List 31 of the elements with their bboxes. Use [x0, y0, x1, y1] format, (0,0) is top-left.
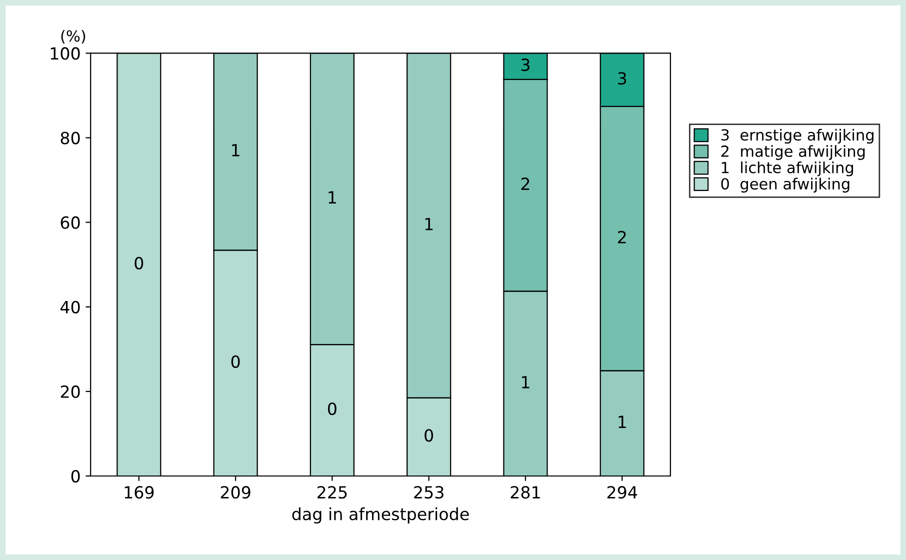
x-tick-label: 253 — [414, 486, 444, 499]
x-tick-label: 225 — [318, 486, 347, 499]
y-tick-label: 0 — [71, 470, 80, 483]
annotation: 3 — [618, 72, 626, 85]
legend-label: 0 geen afwijking — [721, 178, 850, 193]
y-tick-label: 100 — [50, 47, 80, 60]
annotation: 3 — [521, 58, 530, 72]
y-tick-label: 20 — [60, 385, 80, 398]
annotation: 1 — [232, 144, 240, 156]
y-axis-title: (%) — [61, 30, 86, 44]
legend-label: 2 matige afwijking — [721, 145, 865, 160]
x-tick-label: 294 — [607, 486, 638, 499]
y-tick-label: 40 — [60, 300, 80, 314]
y-tick-label: 80 — [60, 132, 80, 144]
x-tick-label: 281 — [510, 486, 540, 499]
x-tick-label: 209 — [220, 486, 250, 499]
annotation: 1 — [618, 416, 626, 428]
annotation: 1 — [425, 218, 433, 230]
y-tick-label: 60 — [60, 216, 80, 229]
x-axis-title: dag in afmestperiode — [292, 507, 469, 524]
legend-label: 1 lichte afwijking — [722, 161, 854, 176]
annotation: 0 — [328, 402, 336, 416]
annotation: 2 — [521, 178, 530, 190]
annotation: 0 — [134, 256, 144, 270]
annotation: 0 — [231, 355, 240, 368]
x-tick-label: 169 — [124, 486, 154, 499]
legend-label: 3 ernstige afwijking — [721, 128, 874, 144]
annotation: 2 — [618, 230, 626, 244]
annotation: 1 — [522, 376, 530, 388]
annotation: 1 — [328, 191, 336, 204]
annotation: 0 — [424, 429, 434, 442]
